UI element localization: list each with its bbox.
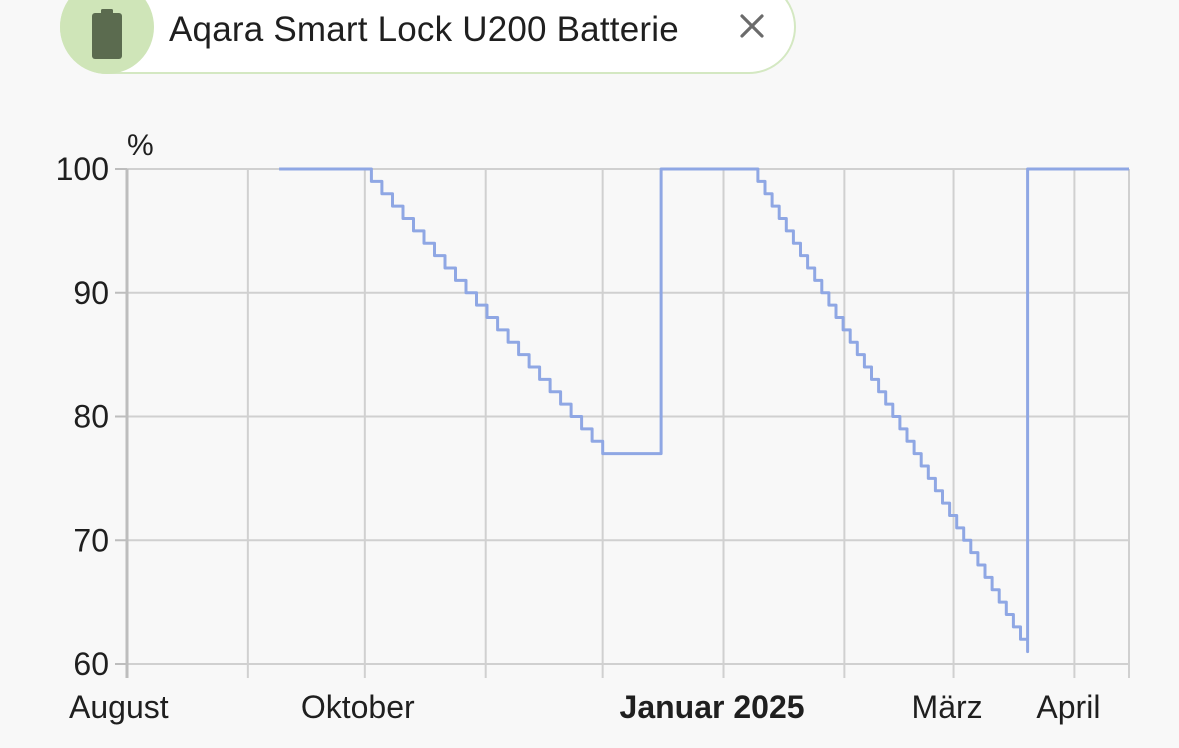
x-tick-label: Januar 2025 — [620, 689, 805, 725]
y-tick-label: 90 — [73, 275, 109, 311]
x-tick-label: Oktober — [301, 689, 415, 725]
entity-chip-label: Aqara Smart Lock U200 Batterie — [169, 10, 679, 49]
entity-chip[interactable]: Aqara Smart Lock U200 Batterie — [60, 0, 796, 74]
y-tick-label: 100 — [56, 151, 109, 187]
x-tick-label: März — [912, 689, 983, 725]
chart-series — [279, 167, 1129, 654]
x-tick-label: August — [69, 689, 169, 725]
x-tick-label: April — [1036, 689, 1100, 725]
y-unit-label: % — [127, 129, 154, 162]
battery-series-line — [279, 167, 1129, 654]
chart-axes — [115, 168, 129, 678]
y-tick-label: 80 — [73, 399, 109, 435]
close-icon[interactable] — [730, 4, 774, 48]
y-tick-label: 70 — [73, 522, 109, 558]
chart-grid — [127, 168, 1130, 678]
y-tick-label: 60 — [73, 646, 109, 682]
battery-icon — [60, 0, 154, 74]
chart-labels: 100 90 80 70 60% August Oktober Januar 2025 März… — [56, 129, 1101, 725]
